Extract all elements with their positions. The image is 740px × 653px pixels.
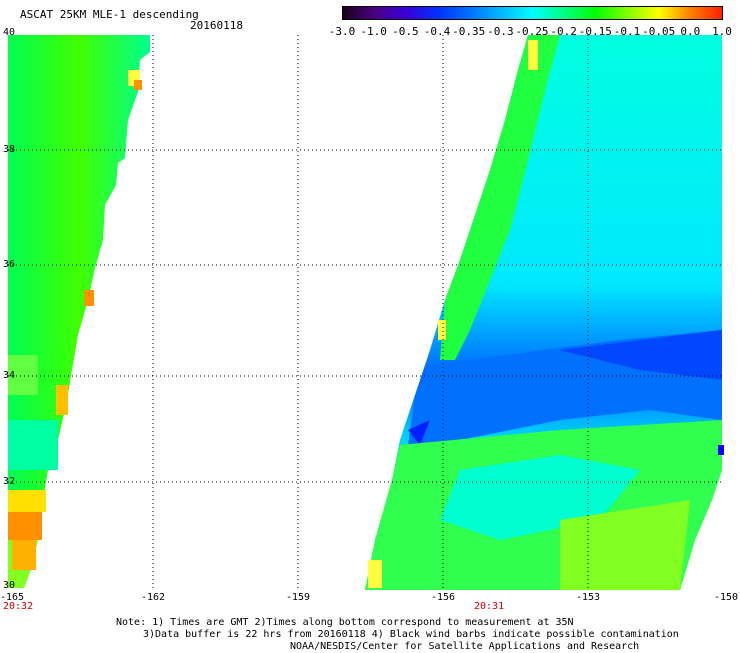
lon-label-159: -159: [285, 592, 311, 603]
colorbar-label: -0.1: [613, 25, 641, 38]
lon-label-153: -153: [575, 592, 601, 603]
colorbar-label: -0.5: [392, 25, 419, 38]
plot-date: 20160118: [190, 19, 243, 32]
left-swath: [8, 35, 150, 588]
colorbar-label: -0.05: [642, 25, 676, 38]
footnote-line-2: 3)Data buffer is 22 hrs from 20160118 4)…: [143, 629, 679, 640]
footnote-line-3: NOAA/NESDIS/Center for Satellite Applica…: [290, 641, 640, 652]
colorbar-label: 1.0: [712, 25, 732, 38]
lat-label-30: 30: [3, 580, 16, 591]
lat-label-32: 32: [3, 476, 16, 487]
lat-label-38: 38: [3, 144, 16, 155]
right-swath: [365, 35, 724, 590]
colorbar-label: 0.0: [680, 25, 701, 38]
lon-label-150: -150: [713, 592, 739, 603]
colorbar: [342, 6, 723, 20]
lat-label-36: 36: [3, 259, 16, 270]
time-right: 20:31: [474, 601, 505, 612]
grid-lines: [8, 35, 722, 588]
colorbar-label: -1.0: [360, 25, 387, 38]
lat-label-40: 40: [3, 27, 16, 38]
colorbar-label: -0.2: [550, 25, 577, 38]
colorbar-label: -0.4: [423, 25, 451, 38]
lon-label-165: -165: [0, 592, 25, 603]
lon-label-162: -162: [140, 592, 166, 603]
colorbar-label: -0.3: [487, 25, 514, 38]
time-left: 20:32: [3, 601, 34, 612]
footnote-line-1: Note: 1) Times are GMT 2)Times along bot…: [116, 617, 574, 628]
colorbar-label: -3.0: [328, 25, 356, 38]
colorbar-label: -0.35: [452, 25, 486, 38]
plot-title: ASCAT 25KM MLE-1 descending: [20, 8, 199, 21]
colorbar-label: -0.15: [578, 25, 612, 38]
lat-label-34: 34: [3, 370, 16, 381]
footnote: Note: 1) Times are GMT 2)Times along bot…: [116, 617, 679, 653]
colorbar-label: -0.25: [515, 25, 549, 38]
lon-label-156: -156: [430, 592, 456, 603]
